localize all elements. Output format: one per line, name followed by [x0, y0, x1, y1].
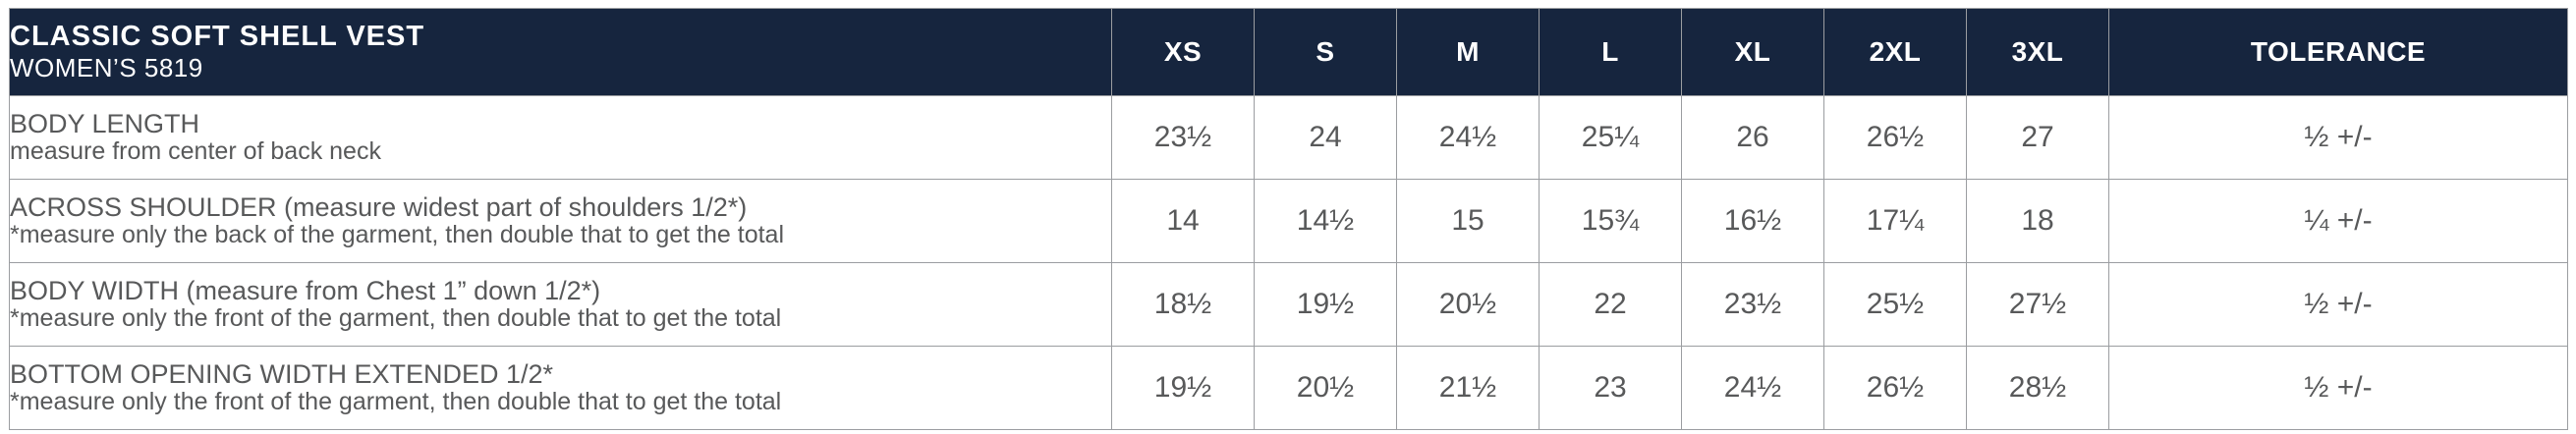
measurement-row: BOTTOM OPENING WIDTH EXTENDED 1/2* *measu… [9, 346, 2568, 430]
measurement-row: BODY WIDTH (measure from Chest 1” down 1… [9, 262, 2568, 347]
measurement-label-cell: BODY LENGTH measure from center of back n… [9, 95, 1112, 180]
size-value-cell: 28½ [1966, 346, 2109, 430]
product-title: CLASSIC SOFT SHELL VEST [10, 21, 425, 53]
measurement-name: BODY LENGTH [10, 108, 200, 138]
measurement-label-cell: BODY WIDTH (measure from Chest 1” down 1… [9, 262, 1112, 347]
measurement-row: ACROSS SHOULDER (measure widest part of … [9, 179, 2568, 263]
measurement-name: BODY WIDTH (measure from Chest 1” down 1… [10, 275, 601, 305]
size-value-cell: 24½ [1681, 346, 1824, 430]
size-value-cell: 25½ [1823, 262, 1967, 347]
size-value-cell: 20½ [1254, 346, 1397, 430]
tolerance-column-header: TOLERANCE [2108, 8, 2568, 96]
size-value-cell: 18 [1966, 179, 2109, 263]
size-chart-table: CLASSIC SOFT SHELL VEST WOMEN’S 5819 XS S… [9, 8, 2568, 430]
size-value-cell: 19½ [1254, 262, 1397, 347]
size-value-cell: 27½ [1966, 262, 2109, 347]
measurement-note: *measure only the front of the garment, … [10, 388, 782, 416]
measurement-row: BODY LENGTH measure from center of back n… [9, 95, 2568, 180]
measurement-name: ACROSS SHOULDER (measure widest part of … [10, 191, 748, 222]
measurement-note: *measure only the front of the garment, … [10, 304, 782, 333]
size-column-header-m: M [1396, 8, 1540, 96]
header-row: CLASSIC SOFT SHELL VEST WOMEN’S 5819 XS S… [9, 8, 2568, 96]
size-value-cell: 27 [1966, 95, 2109, 180]
size-value-cell: 21½ [1396, 346, 1540, 430]
size-column-header-xs: XS [1111, 8, 1255, 96]
measurement-label-cell: ACROSS SHOULDER (measure widest part of … [9, 179, 1112, 263]
size-value-cell: 23½ [1681, 262, 1824, 347]
tolerance-value-cell: ½ +/- [2108, 262, 2568, 347]
size-column-header-2xl: 2XL [1823, 8, 1967, 96]
size-value-cell: 20½ [1396, 262, 1540, 347]
size-value-cell: 23½ [1111, 95, 1255, 180]
size-value-cell: 22 [1539, 262, 1682, 347]
size-value-cell: 19½ [1111, 346, 1255, 430]
size-value-cell: 16½ [1681, 179, 1824, 263]
size-column-header-3xl: 3XL [1966, 8, 2109, 96]
tolerance-value-cell: ½ +/- [2108, 346, 2568, 430]
size-value-cell: 24 [1254, 95, 1397, 180]
measurement-label-cell: BOTTOM OPENING WIDTH EXTENDED 1/2* *measu… [9, 346, 1112, 430]
tolerance-value-cell: ¼ +/- [2108, 179, 2568, 263]
size-value-cell: 14½ [1254, 179, 1397, 263]
product-header-cell: CLASSIC SOFT SHELL VEST WOMEN’S 5819 [9, 8, 1112, 96]
product-style-number: WOMEN’S 5819 [10, 52, 203, 82]
size-value-cell: 17¼ [1823, 179, 1967, 263]
size-value-cell: 24½ [1396, 95, 1540, 180]
size-column-header-s: S [1254, 8, 1397, 96]
size-value-cell: 26½ [1823, 95, 1967, 180]
measurement-note: measure from center of back neck [10, 137, 381, 166]
size-value-cell: 15¾ [1539, 179, 1682, 263]
measurement-note: *measure only the back of the garment, t… [10, 221, 785, 249]
size-value-cell: 15 [1396, 179, 1540, 263]
size-value-cell: 23 [1539, 346, 1682, 430]
size-column-header-l: L [1539, 8, 1682, 96]
size-value-cell: 14 [1111, 179, 1255, 263]
measurement-name: BOTTOM OPENING WIDTH EXTENDED 1/2* [10, 358, 554, 389]
size-value-cell: 26½ [1823, 346, 1967, 430]
size-column-header-xl: XL [1681, 8, 1824, 96]
size-value-cell: 26 [1681, 95, 1824, 180]
size-value-cell: 18½ [1111, 262, 1255, 347]
tolerance-value-cell: ½ +/- [2108, 95, 2568, 180]
size-value-cell: 25¼ [1539, 95, 1682, 180]
